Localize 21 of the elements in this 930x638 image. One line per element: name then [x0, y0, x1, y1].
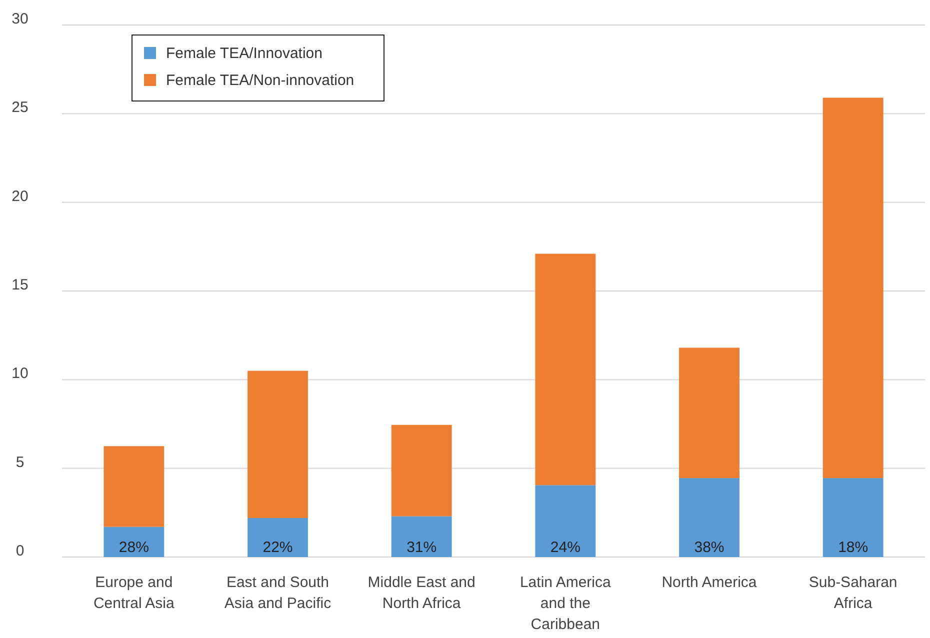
annotation: 31% — [406, 539, 437, 556]
x-tick-label: North America — [662, 574, 758, 591]
legend-label: Female TEA/Non-innovation — [166, 72, 354, 89]
x-tick-label: Europe and Central Asia — [93, 574, 176, 612]
x-tick-label: Middle East and North Africa — [368, 574, 476, 612]
annotation: 22% — [262, 539, 293, 556]
y-tick-label: 10 — [12, 365, 28, 382]
x-tick-label: East and South Asia and Pacific — [224, 574, 332, 612]
y-tick-label: 0 — [16, 542, 24, 560]
y-tick-label: 25 — [12, 99, 28, 116]
annotation: 24% — [550, 539, 580, 556]
annotation: 28% — [118, 539, 149, 556]
y-tick-label: 20 — [12, 188, 28, 205]
x-tick-label: Sub-Saharan Africa — [808, 574, 898, 612]
annotation: 18% — [838, 539, 868, 556]
y-tick-label: 5 — [16, 454, 24, 471]
y-tick-label: 30 — [12, 10, 28, 28]
legend-label: Female TEA/Innovation — [166, 45, 322, 62]
x-tick-label: Latin America and the Caribbean — [520, 574, 612, 633]
y-tick-label: 15 — [12, 276, 28, 294]
annotation: 38% — [694, 539, 724, 556]
